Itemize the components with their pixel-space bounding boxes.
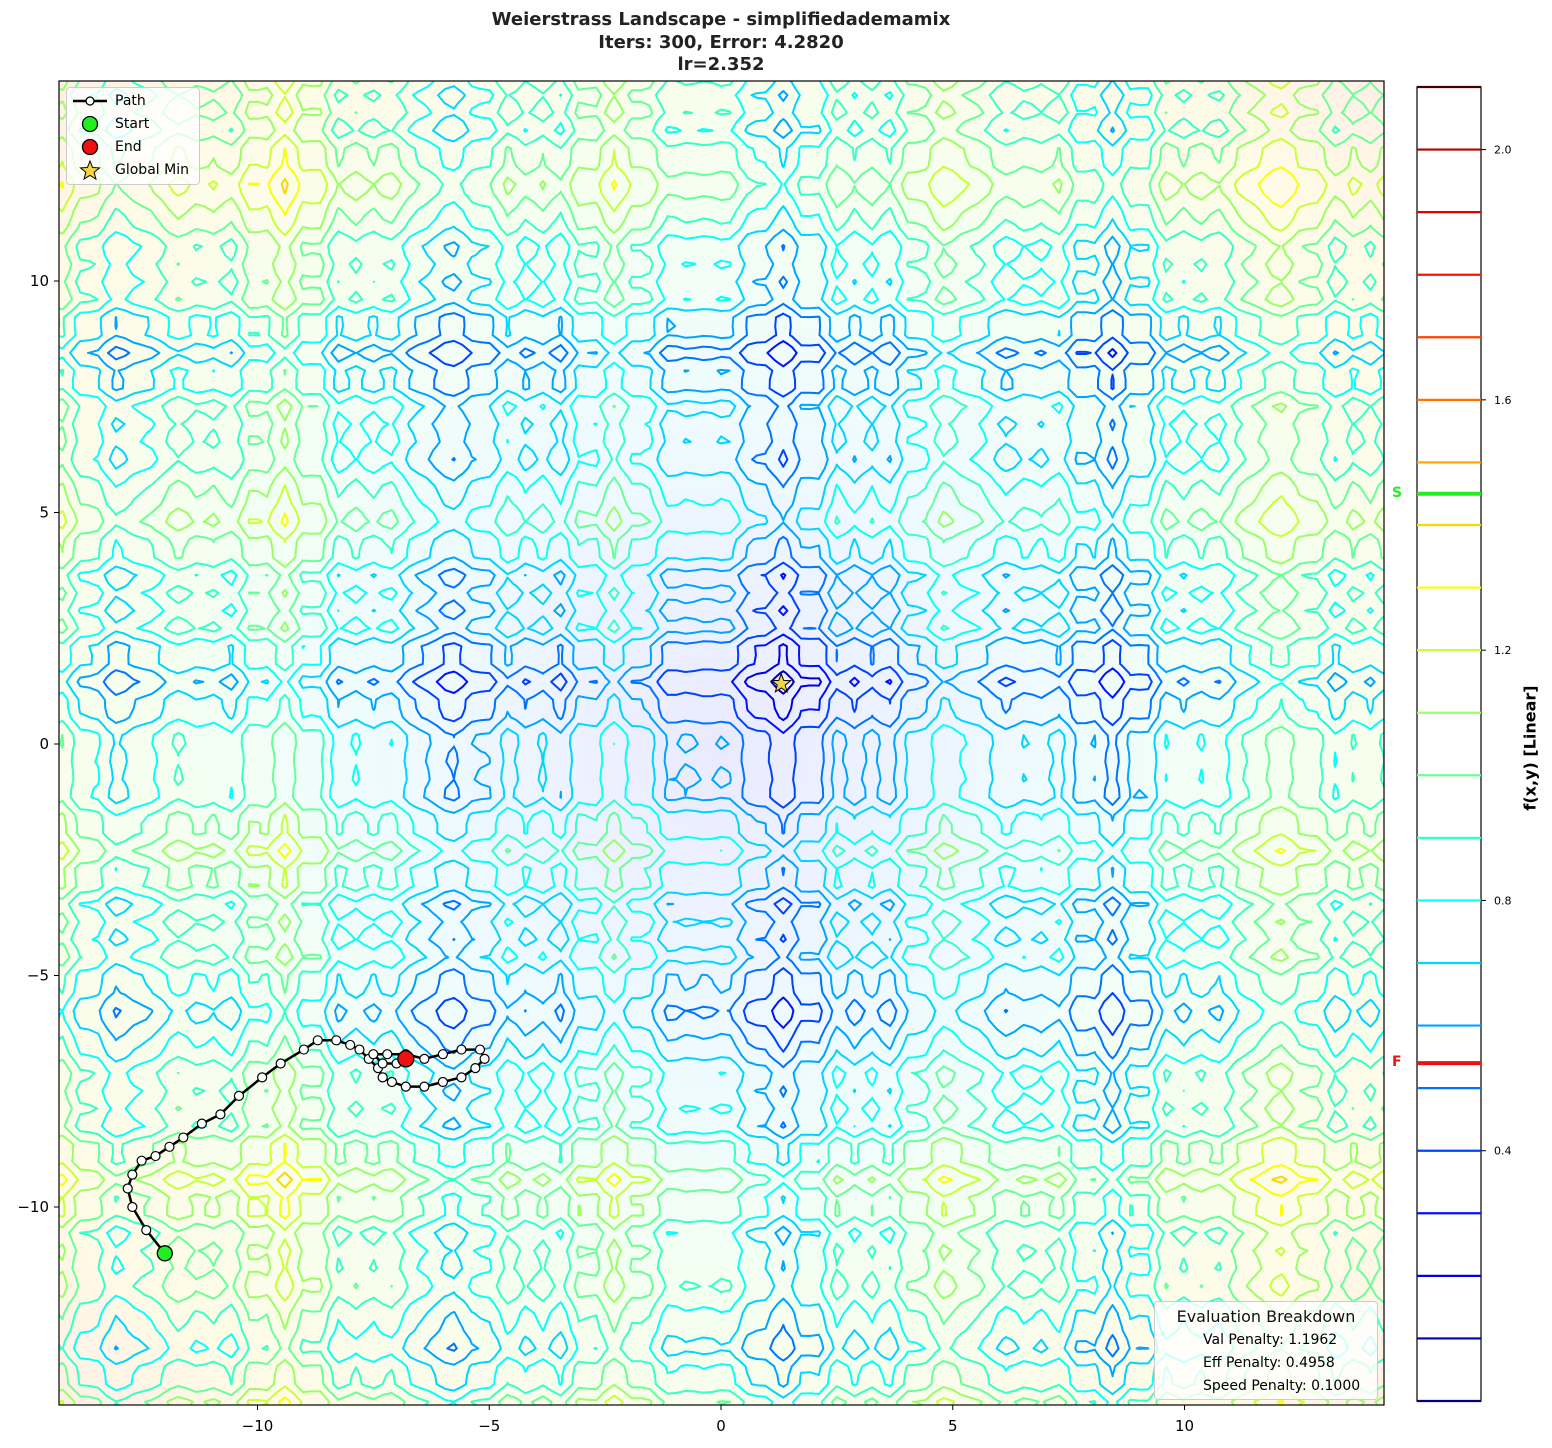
path-point [437, 1076, 448, 1088]
colorbar-tick-label: 2.0 [1494, 144, 1512, 157]
contour-level [59, 81, 1384, 1405]
path-point [382, 1049, 393, 1060]
path-point [122, 1183, 133, 1194]
star-icon [79, 159, 101, 181]
y-tick-label: 0 [39, 735, 49, 753]
path-point [141, 1225, 152, 1236]
contour-level [59, 81, 1384, 1405]
green-circle-icon [81, 115, 99, 133]
colorbar-tick-label: 0.4 [1494, 1145, 1512, 1158]
path-point [215, 1109, 226, 1120]
plot-background [59, 81, 1384, 1405]
evaluation-breakdown-box: Evaluation Breakdown Val Penalty: 1.1962… [1154, 1301, 1378, 1400]
path-point [479, 1053, 490, 1064]
end-marker [397, 1050, 415, 1068]
global-min-star [770, 672, 793, 694]
path-point [331, 1035, 342, 1046]
path-point [400, 1081, 411, 1092]
path-point [437, 1049, 448, 1060]
chart-subtitle-iters: Iters: 300, Error: 4.2820 [598, 32, 844, 53]
contour-level [435, 340, 1126, 1029]
start-marker [156, 1245, 173, 1262]
contour-level [59, 81, 1384, 1405]
path-point [419, 1053, 430, 1064]
x-tick-label: 10 [1175, 1417, 1194, 1435]
x-tick-label: −10 [242, 1417, 274, 1435]
legend: Path Start End Global Min [66, 87, 200, 185]
colorbar-tick-label: 1.2 [1494, 644, 1512, 657]
eff-penalty: Eff Penalty: 0.4958 [1203, 1355, 1335, 1371]
evaluation-title: Evaluation Breakdown [1176, 1307, 1356, 1326]
x-tick-label: −5 [478, 1417, 500, 1435]
red-circle-icon [81, 138, 99, 156]
path-point [377, 1058, 388, 1069]
path-point [257, 1072, 268, 1083]
contour-level [76, 90, 1376, 1388]
contour-lines [59, 81, 1384, 1405]
path-line-icon [73, 96, 107, 106]
path-point [150, 1150, 161, 1162]
path-point [474, 1044, 486, 1055]
axes: −10 −5 0 5 10 −10 −5 0 5 10 [17, 272, 1194, 1435]
colorbar-final-marker-label: F [1392, 1054, 1402, 1070]
path-point [456, 1044, 467, 1055]
legend-label-end: End [115, 139, 142, 155]
path-point [298, 1044, 309, 1055]
path-point [470, 1062, 481, 1074]
chart-title: Weierstrass Landscape - simplifiedademam… [491, 9, 951, 30]
optimizer-path [122, 672, 793, 1262]
x-tick-label: 5 [948, 1417, 958, 1435]
contour-level [59, 81, 1384, 1405]
path-point [345, 1039, 356, 1051]
y-tick-label: 10 [30, 272, 49, 290]
val-penalty: Val Penalty: 1.1962 [1203, 1332, 1338, 1348]
contour-level [65, 81, 1384, 1399]
chart-subtitle-lr: lr=2.352 [677, 54, 765, 75]
path-point [368, 1049, 379, 1060]
path-point [233, 1090, 245, 1101]
path-point [354, 1044, 365, 1055]
y-tick-label: −5 [27, 967, 49, 985]
legend-label-start: Start [115, 116, 150, 132]
path-point [377, 1072, 388, 1083]
path-point [136, 1155, 147, 1166]
y-tick-label: −10 [17, 1198, 49, 1216]
colorbar-label: f(x,y) [Linear] [1520, 685, 1540, 811]
path-point [386, 1076, 398, 1088]
path-point [178, 1132, 189, 1143]
path-point [127, 1201, 138, 1213]
colorbar: 0.4 0.8 1.2 1.6 2.0 [1416, 85, 1512, 1403]
path-point [419, 1081, 430, 1092]
speed-penalty: Speed Penalty: 0.1000 [1203, 1378, 1361, 1394]
path-point [196, 1118, 207, 1129]
path-point [164, 1141, 175, 1152]
contour-level [743, 643, 822, 722]
path-point [456, 1072, 467, 1083]
contour-level [59, 147, 1319, 1405]
path-point [312, 1035, 323, 1046]
contour-level [770, 670, 795, 695]
colorbar-start-marker-label: S [1392, 485, 1403, 501]
path-point [127, 1169, 138, 1180]
contour-level [276, 178, 1288, 1189]
contour-level [412, 312, 1153, 1053]
contour-level [102, 244, 1222, 1362]
colorbar-tick-label: 1.6 [1494, 394, 1512, 407]
y-tick-label: 5 [39, 504, 49, 522]
legend-label-global-min: Global Min [115, 162, 189, 178]
x-tick-label: 0 [716, 1417, 726, 1435]
legend-label-path: Path [115, 93, 146, 109]
path-point [275, 1058, 286, 1069]
colorbar-tick-label: 0.8 [1494, 894, 1512, 907]
